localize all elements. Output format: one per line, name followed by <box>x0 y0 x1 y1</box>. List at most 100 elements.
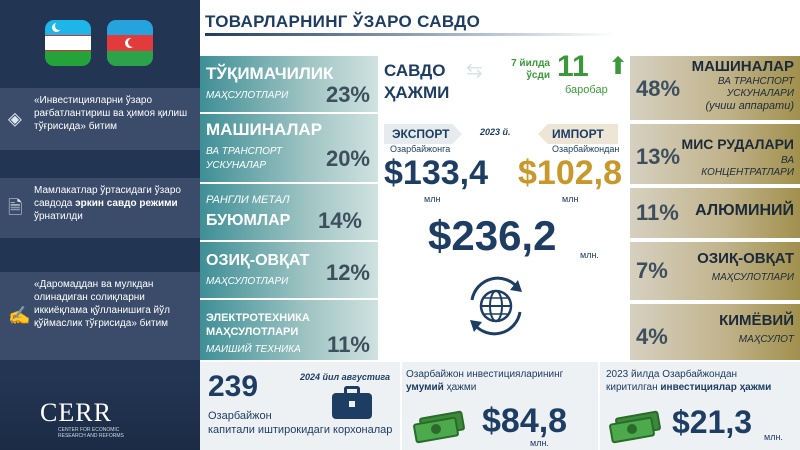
export-category-name: БУЮМЛАР <box>206 212 291 229</box>
import-category-sub: МАҲСУЛОТ <box>738 334 794 345</box>
agreement-free-trade-bold: эркин савдо режими <box>75 198 178 209</box>
import-category-name: МАШИНАЛАР <box>691 58 794 75</box>
agreement-free-trade-pre: Мамлакатлар ўртасидаги ўзаро савдода <box>34 185 181 209</box>
sidebar: ◈ «Инвестицияларни ўзаро рағбатлантириш … <box>0 0 200 450</box>
investment-2023-title-1: 2023 йилда Озарбайжондан <box>606 369 738 380</box>
agreement-investment: ◈ «Инвестицияларни ўзаро рағбатлантириш … <box>0 88 200 150</box>
import-category-name: МИС РУДАЛАРИ <box>681 136 794 152</box>
export-unit: млн <box>424 194 441 204</box>
growth-unit: баробар <box>565 84 608 96</box>
export-category-pct: 23% <box>325 82 370 107</box>
export-tag: ЭКСПОРТ <box>384 124 462 144</box>
export-category-pct: 14% <box>317 208 362 233</box>
investment-2023-title-2: киритилган <box>606 382 661 393</box>
title-underline <box>205 33 615 36</box>
investment-2023-unit: млн. <box>764 432 783 442</box>
export-category: МАШИНАЛАР ВА ТРАНСПОРТ УСКУНАЛАР 20% <box>200 114 378 182</box>
cash-icon <box>608 410 664 444</box>
agreement-free-trade-post: ўрнатилди <box>34 211 83 222</box>
cerr-logo: CERR <box>40 398 112 427</box>
export-category-sub: ВА ТРАНСПОРТ УСКУНАЛАР <box>206 146 283 171</box>
investment-total-title: Озарбайжон инвестицияларининг умумий ҳаж… <box>406 368 596 394</box>
investment-total-value: $84,8 <box>482 402 568 440</box>
briefcase-icon <box>332 386 372 420</box>
import-category-pct: 13% <box>636 144 681 169</box>
import-value: $102,8 <box>518 154 622 192</box>
import-category-name: ОЗИҚ-ОВҚАТ <box>697 250 794 267</box>
export-category: ОЗИҚ-ОВҚАТ МАҲСУЛОТЛАРИ 12% <box>200 242 378 298</box>
agreement-taxation-text: «Даромаддан ва мулкдан олинадиган солиқл… <box>34 279 170 329</box>
uzbekistan-flag-icon <box>45 20 91 66</box>
export-sub: Озарбайжонга <box>390 144 451 154</box>
import-category-sub: ВА КОНЦЕНТРАТЛАРИ <box>701 155 794 178</box>
trade-volume-label: САВДО ҲАЖМИ <box>384 61 450 102</box>
agreement-investment-text: «Инвестицияларни ўзаро рағбатлантириш ва… <box>34 95 188 132</box>
investment-total-title-2: ҳажми <box>443 382 477 393</box>
export-category: ЭЛЕКТРОТЕХНИКА МАҲСУЛОТЛАРИ МАИШИЙ ТЕХНИ… <box>200 300 378 360</box>
import-category-pct: 4% <box>636 324 668 349</box>
import-category: 4% КИМЁВИЙ МАҲСУЛОТ <box>630 304 800 360</box>
export-category: ТЎҚИМАЧИЛИК МАҲСУЛОТЛАРИ 23% <box>200 56 378 112</box>
export-category-name: МАШИНАЛАР <box>206 120 323 139</box>
export-category-small-name-2: МАҲСУЛОТЛАРИ <box>206 326 299 338</box>
import-category-name: АЛЮМИНИЙ <box>695 202 794 219</box>
investment-total-box: Озарбайжон инвестицияларининг умумий ҳаж… <box>402 362 598 450</box>
export-category-small-name: ЭЛЕКТРОТЕХНИКА <box>206 312 310 324</box>
import-category-sub-2: (учиш аппарати) <box>705 100 794 112</box>
import-unit: млн <box>562 194 579 204</box>
export-label: ЭКСПОРТ <box>392 127 450 141</box>
investment-total-unit: млн. <box>530 438 549 448</box>
import-tag: ИМПОРТ <box>538 124 618 144</box>
companies-date: 2024 йил августига <box>300 372 391 382</box>
import-category-sub: ВА ТРАНСПОРТ УСКУНАЛАРИ <box>717 76 794 99</box>
import-sub: Озарбайжондан <box>552 144 620 154</box>
investment-total-title-bold: умумий <box>406 382 444 393</box>
total-value: $236,2 <box>428 212 557 259</box>
import-category: 13% МИС РУДАЛАРИ ВА КОНЦЕНТРАТЛАРИ <box>630 124 800 184</box>
import-category-sub: МАҲСУЛОТЛАРИ <box>711 272 794 283</box>
export-category-pct: 20% <box>325 146 370 171</box>
page-title-text: ТОВАРЛАРНИНГ ЎЗАРО САВДО <box>205 12 481 31</box>
import-category-pct: 7% <box>636 258 668 283</box>
investment-2023-title-bold: инвестициялар ҳажми <box>660 382 772 393</box>
globe-exchange-icon <box>470 276 522 336</box>
investment-2023-box: 2023 йилда Озарбайжондан киритилган инве… <box>600 362 800 450</box>
trade-year: 2023 й. <box>480 127 511 137</box>
import-category: 48% МАШИНАЛАР ВА ТРАНСПОРТ УСКУНАЛАРИ (у… <box>630 56 800 120</box>
export-category-small-name: РАНГЛИ МЕТАЛ <box>206 194 290 206</box>
import-category: 11% АЛЮМИНИЙ <box>630 188 800 238</box>
import-label: ИМПОРТ <box>552 127 604 141</box>
city-skyline: CERR CENTER FOR ECONOMIC RESEARCH AND RE… <box>0 380 200 450</box>
export-category-pct: 11% <box>327 332 370 357</box>
companies-value: 239 <box>208 370 259 403</box>
agreement-free-trade: 🗎 Мамлакатлар ўртасидаги ўзаро савдода э… <box>0 178 200 238</box>
companies-box: 239 2024 йил августига Озарбайжон капита… <box>200 362 400 450</box>
exchange-arrows-icon: ⇆ <box>466 60 483 82</box>
export-category-sub: МАҲСУЛОТЛАРИ <box>206 276 289 287</box>
export-category: РАНГЛИ МЕТАЛ БУЮМЛАР 14% <box>200 184 378 240</box>
growth-period: 7 йилда ўсди <box>511 58 550 81</box>
agreement-investment-suffix: битим <box>88 121 118 132</box>
investment-2023-title: 2023 йилда Озарбайжондан киритилган инве… <box>606 368 796 394</box>
import-category-pct: 11% <box>636 200 679 225</box>
export-value: $133,4 <box>384 154 488 192</box>
import-category: 7% ОЗИҚ-ОВҚАТ МАҲСУЛОТЛАРИ <box>630 242 800 300</box>
export-category-sub: МАҲСУЛОТЛАРИ <box>206 90 289 101</box>
total-unit: млн. <box>580 250 599 260</box>
arrow-up-icon: ⬆ <box>608 53 629 80</box>
investment-2023-value: $21,3 <box>672 404 753 440</box>
agreement-taxation-suffix: битим <box>139 318 169 329</box>
import-category-pct: 48% <box>636 76 681 101</box>
document-money-icon: 🗎 <box>8 197 23 218</box>
export-category-sub: МАИШИЙ ТЕХНИКА <box>206 344 301 355</box>
cash-icon <box>412 410 468 444</box>
investment-total-title-1: Озарбайжон инвестицияларининг <box>406 369 564 380</box>
import-category-name: КИМЁВИЙ <box>719 312 794 329</box>
growth-value: 11 <box>557 50 589 83</box>
companies-text-2: капитали иштирокидаги корхоналар <box>208 424 393 436</box>
agreement-taxation: ✍ «Даромаддан ва мулкдан олинадиган соли… <box>0 272 200 360</box>
page-title: ТОВАРЛАРНИНГ ЎЗАРО САВДО <box>205 8 800 36</box>
contract-icon: ✍ <box>8 305 31 326</box>
azerbaijan-flag-icon <box>107 20 153 66</box>
companies-text-1: Озарбайжон <box>208 410 272 422</box>
